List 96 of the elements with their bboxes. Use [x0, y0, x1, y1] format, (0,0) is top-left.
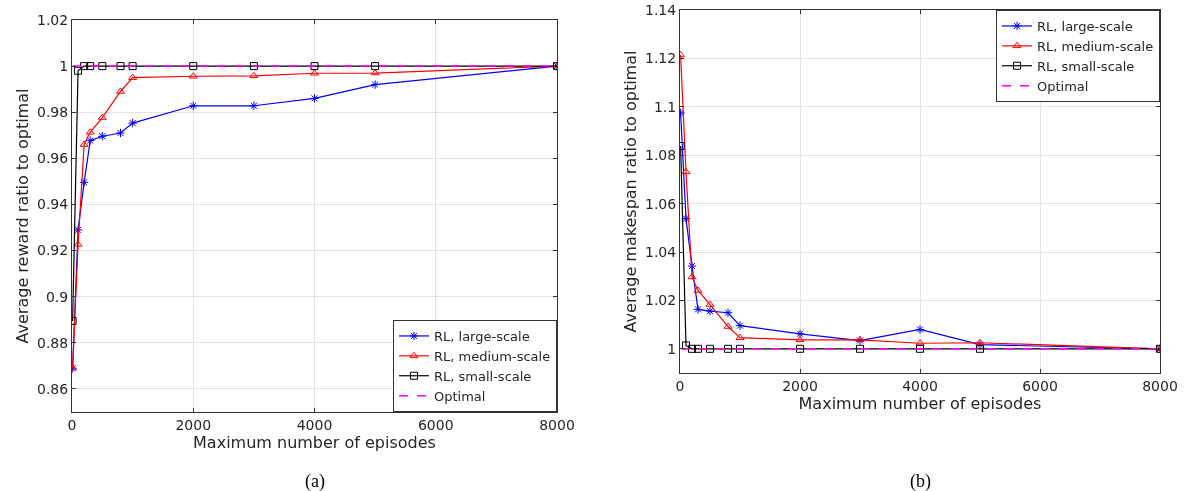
text: (b)	[910, 471, 931, 491]
legend-label: Optimal	[1037, 78, 1089, 94]
legend-label: RL, large-scale	[1037, 19, 1133, 35]
point	[127, 118, 138, 128]
point	[724, 344, 732, 353]
y-tick-label: 0.88	[37, 334, 69, 351]
point	[694, 344, 702, 353]
x-tick-label: 4000	[296, 416, 333, 433]
point	[736, 344, 744, 353]
y-tick-label: 1	[667, 340, 677, 357]
y-tick-label: 0.92	[37, 242, 69, 259]
legend-label: Optimal	[434, 388, 486, 404]
y-tick-label: 1.06	[645, 195, 677, 212]
y-tick-label: 1.04	[645, 243, 677, 260]
y-tick-label: 1.14	[645, 1, 677, 18]
legend-label: RL, small-scale	[1037, 58, 1135, 74]
point	[723, 322, 733, 329]
point	[370, 69, 380, 76]
point	[115, 128, 126, 138]
point	[74, 66, 83, 75]
x-tick-label: 8000	[539, 416, 575, 433]
point	[975, 338, 985, 345]
point	[85, 135, 95, 146]
x-axis-title: Maximum number of episodes	[798, 393, 1042, 413]
point	[370, 79, 380, 90]
point	[97, 131, 108, 141]
point	[128, 62, 137, 71]
point	[188, 72, 198, 79]
point	[915, 324, 925, 335]
y-tick-label: 1.02	[37, 11, 69, 28]
y-axis-title: Average makespan ratio to optimal	[620, 50, 640, 333]
point	[73, 240, 83, 247]
point	[705, 306, 715, 316]
point	[116, 62, 125, 71]
point	[310, 62, 319, 71]
y-tick-label: 0.94	[37, 196, 69, 213]
point	[86, 62, 95, 71]
x-tick-label: 2000	[782, 377, 818, 394]
x-tick-label: 0	[67, 416, 77, 433]
point	[693, 286, 703, 293]
x-tick-label: 2000	[175, 416, 212, 433]
point	[682, 341, 690, 350]
point	[687, 272, 697, 280]
point	[79, 177, 89, 188]
point	[735, 333, 745, 340]
point	[735, 320, 745, 331]
x-tick-label: 6000	[1022, 377, 1058, 394]
point	[795, 329, 805, 339]
x-tick-label: 6000	[417, 416, 454, 433]
x-tick-label: 4000	[902, 377, 938, 394]
y-tick-label: 1.02	[645, 292, 677, 309]
point	[188, 101, 198, 111]
y-tick-label: 0.98	[37, 104, 69, 121]
legend-label: RL, medium-scale	[434, 348, 551, 364]
y-tick-label: 0.96	[37, 150, 69, 167]
point	[97, 113, 107, 120]
legend-label: RL, small-scale	[434, 368, 532, 384]
y-tick-label: 1.1	[653, 98, 677, 115]
point	[189, 62, 198, 71]
point	[98, 62, 107, 71]
x-tick-label: 0	[675, 377, 685, 394]
y-axis-title: Average reward ratio to optimal	[12, 88, 32, 344]
point	[693, 304, 703, 315]
point	[309, 93, 320, 104]
point	[796, 344, 804, 353]
y-tick-label: 0.86	[37, 380, 69, 397]
y-tick-label: 1.08	[645, 147, 677, 164]
y-tick-label: 1	[59, 58, 69, 75]
point	[856, 344, 864, 353]
point	[85, 128, 95, 135]
y-tick-label: 1.12	[645, 50, 677, 67]
point	[249, 71, 259, 79]
point	[705, 300, 715, 307]
legend-label: RL, medium-scale	[1037, 38, 1154, 54]
point	[975, 339, 985, 350]
point	[371, 62, 380, 71]
text: (a)	[305, 471, 325, 491]
point	[249, 101, 259, 111]
point	[688, 344, 696, 353]
point	[80, 62, 89, 71]
point	[915, 339, 925, 346]
point	[795, 335, 805, 343]
y-tick-label: 0.9	[45, 288, 69, 305]
x-tick-label: 8000	[1142, 377, 1178, 394]
point	[706, 344, 714, 353]
point	[128, 73, 138, 80]
point	[79, 140, 89, 147]
legend-label: RL, large-scale	[434, 329, 530, 345]
point	[249, 62, 258, 71]
point	[916, 344, 924, 353]
point	[681, 213, 691, 224]
x-axis-title: Maximum number of episodes	[193, 432, 436, 452]
point	[73, 225, 83, 235]
point	[681, 167, 691, 175]
point	[723, 308, 733, 318]
point	[976, 344, 984, 353]
